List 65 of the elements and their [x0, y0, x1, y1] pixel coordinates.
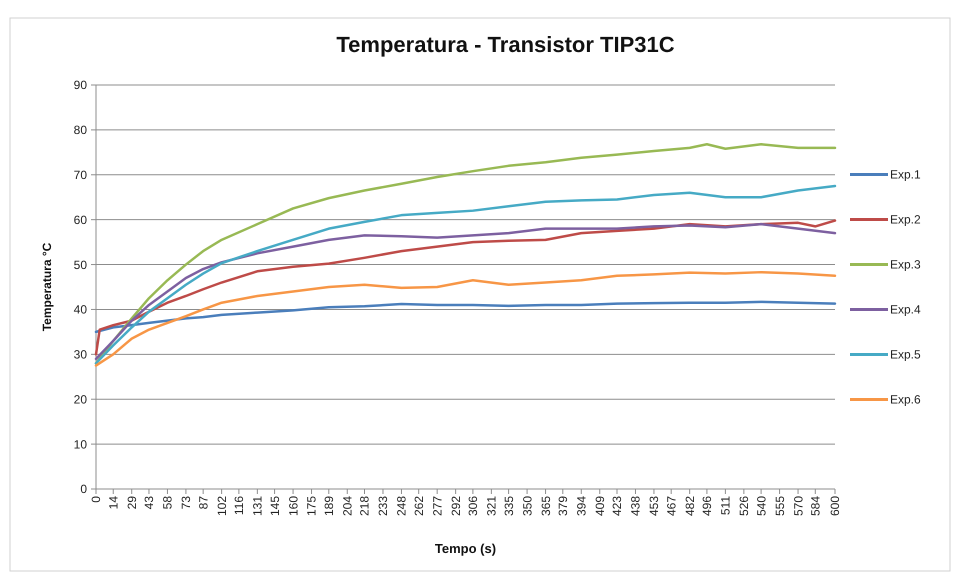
legend-label: Exp.3: [890, 258, 922, 272]
x-tick-label: 570: [791, 496, 806, 516]
y-tick-label: 90: [74, 78, 88, 92]
x-tick-label: 58: [160, 496, 175, 510]
x-tick-label: 116: [232, 496, 246, 516]
x-tick-label: 496: [700, 496, 714, 516]
y-tick-label: 10: [74, 437, 88, 452]
y-tick-label: 20: [74, 392, 88, 406]
x-tick-label: 540: [754, 496, 768, 516]
x-tick-label: 409: [592, 496, 607, 516]
legend-label: Exp.4: [890, 302, 922, 317]
x-tick-label: 350: [520, 496, 534, 516]
x-tick-label: 87: [196, 496, 210, 510]
legend-label: Exp.6: [890, 392, 922, 407]
x-axis-title: Tempo (s): [434, 541, 496, 556]
x-tick-label: 14: [106, 496, 120, 510]
y-tick-label: 80: [74, 123, 88, 138]
y-axis-title: Temperatura °C: [40, 242, 54, 332]
x-tick-label: 204: [340, 496, 354, 516]
x-tick-label: 43: [142, 496, 156, 510]
line-series: [94, 300, 836, 334]
x-tick-label: 189: [322, 496, 336, 516]
x-tick-label: 145: [268, 496, 282, 516]
x-tick-label: 335: [502, 496, 516, 516]
x-tick-label: 233: [376, 496, 390, 516]
x-tick-label: 277: [430, 496, 444, 516]
line-series: [94, 143, 836, 365]
y-tick-label: 0: [80, 482, 88, 496]
x-tick-label: 482: [682, 496, 697, 516]
x-tick-label: 218: [358, 496, 372, 516]
x-tick-label: 467: [664, 496, 678, 516]
x-tick-label: 160: [286, 496, 300, 516]
x-tick-label: 394: [574, 496, 588, 516]
x-tick-label: 0: [89, 496, 104, 503]
x-tick-label: 73: [179, 496, 194, 510]
y-tick-label: 60: [74, 212, 88, 227]
legend-label: Exp.5: [890, 348, 922, 362]
x-tick-label: 600: [828, 496, 842, 516]
x-tick-label: 321: [484, 496, 499, 516]
y-tick-label: 70: [74, 168, 88, 182]
x-tick-label: 262: [412, 496, 426, 516]
x-tick-label: 423: [610, 496, 624, 516]
line-series: [94, 184, 836, 365]
x-tick-label: 292: [448, 496, 463, 516]
x-tick-label: 306: [466, 496, 480, 516]
legend-label: Exp.1: [890, 168, 922, 182]
x-tick-label: 584: [808, 496, 822, 516]
y-tick-label: 50: [74, 258, 88, 272]
legend-label: Exp.2: [890, 212, 922, 227]
x-tick-label: 365: [538, 496, 553, 516]
x-tick-label: 248: [394, 496, 409, 516]
y-tick-label: 30: [74, 348, 88, 362]
x-tick-label: 29: [124, 496, 139, 510]
y-tick-label: 40: [74, 302, 88, 317]
x-tick-label: 453: [647, 496, 662, 516]
chart-title: Temperatura - Transistor TIP31C: [336, 32, 675, 57]
x-tick-label: 526: [737, 496, 752, 516]
x-tick-label: 555: [772, 496, 787, 516]
x-tick-label: 438: [628, 496, 643, 516]
x-tick-label: 511: [718, 496, 733, 516]
x-tick-label: 131: [250, 496, 265, 516]
x-tick-label: 102: [214, 496, 229, 516]
line-series: [94, 270, 836, 367]
x-tick-label: 175: [304, 496, 319, 516]
x-tick-label: 379: [556, 496, 570, 516]
